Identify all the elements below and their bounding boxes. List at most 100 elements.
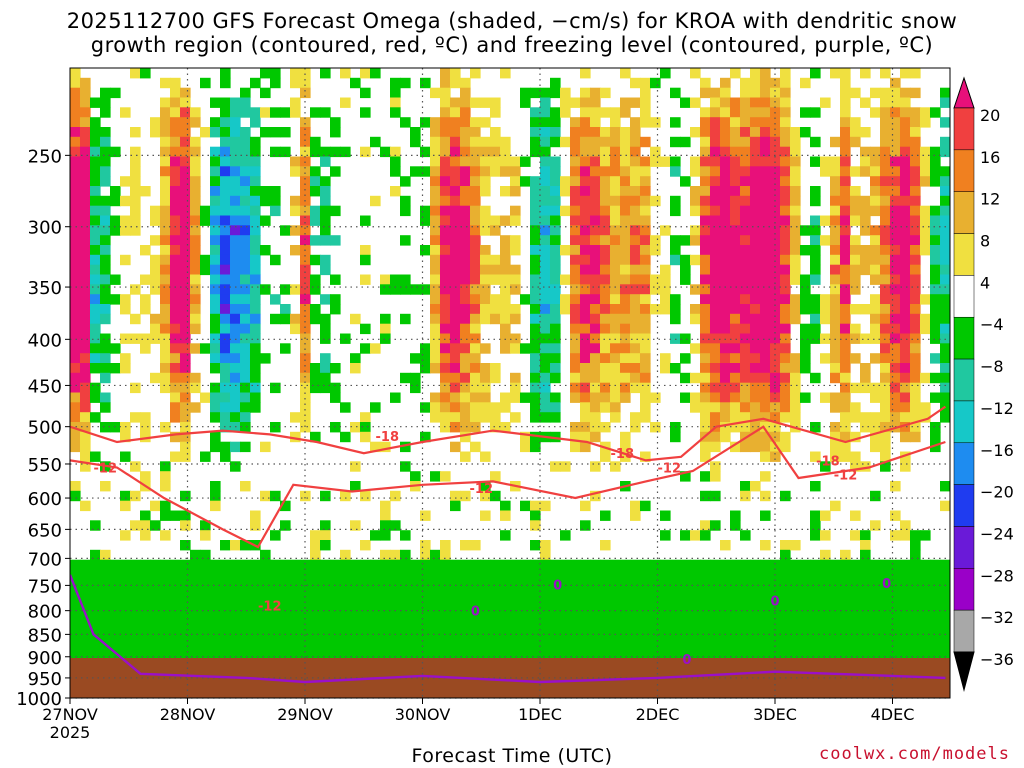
omega-cell [260, 579, 271, 590]
omega-cell [590, 274, 601, 285]
omega-cell [850, 136, 861, 148]
omega-cell [730, 245, 741, 256]
omega-cell [900, 333, 911, 344]
omega-cell [70, 363, 81, 374]
omega-cell [500, 618, 511, 630]
omega-cell [210, 156, 221, 167]
omega-cell [730, 372, 741, 384]
omega-cell [240, 166, 251, 177]
omega-cell [600, 343, 611, 354]
omega-cell [170, 333, 181, 344]
omega-cell [600, 559, 611, 571]
omega-cell [420, 638, 431, 649]
omega-cell [600, 618, 611, 630]
omega-cell [780, 599, 791, 610]
omega-cell [170, 431, 181, 443]
omega-cell [830, 254, 841, 266]
omega-cell [140, 274, 151, 285]
omega-cell [320, 599, 331, 610]
omega-cell [700, 608, 711, 620]
omega-cell [450, 77, 461, 89]
omega-cell [740, 579, 751, 590]
omega-cell [500, 304, 511, 315]
omega-cell [210, 559, 221, 571]
omega-cell [540, 156, 551, 167]
omega-cell [160, 127, 171, 138]
omega-cell [80, 215, 91, 226]
omega-cell [160, 618, 171, 630]
omega-cell [810, 520, 821, 531]
omega-cell [600, 569, 611, 580]
omega-cell [270, 638, 281, 649]
omega-cell [810, 68, 821, 79]
omega-cell [810, 156, 821, 167]
omega-cell [530, 245, 541, 256]
omega-cell [690, 235, 701, 246]
omega-cell [440, 540, 451, 551]
omega-cell [620, 589, 631, 600]
omega-cell [710, 136, 721, 148]
x-tick-label: 27NOV [42, 705, 98, 724]
omega-cell [710, 441, 721, 453]
omega-cell [890, 97, 901, 108]
omega-cell [630, 372, 641, 384]
omega-cell [180, 510, 191, 521]
omega-cell [860, 245, 871, 256]
omega-cell [940, 274, 950, 285]
omega-cell [290, 107, 301, 118]
omega-cell [790, 579, 801, 590]
omega-cell [480, 136, 491, 148]
omega-cell [830, 176, 841, 187]
omega-cell [580, 245, 591, 256]
omega-cell [480, 618, 491, 630]
omega-cell [90, 274, 101, 285]
omega-cell [450, 618, 461, 630]
omega-cell [900, 284, 911, 295]
omega-cell [790, 274, 801, 285]
omega-cell [900, 215, 911, 226]
omega-cell [450, 333, 461, 344]
omega-cell [390, 97, 401, 108]
omega-cell [710, 638, 721, 649]
omega-cell [850, 648, 861, 659]
omega-cell [300, 77, 311, 89]
omega-cell [400, 284, 411, 295]
omega-cell [580, 343, 591, 354]
omega-cell [780, 166, 791, 177]
omega-cell [870, 146, 881, 158]
omega-cell [910, 294, 921, 305]
omega-cell [510, 205, 521, 217]
omega-cell [160, 333, 171, 344]
omega-cell [900, 618, 911, 630]
omega-cell [910, 117, 921, 128]
omega-cell [170, 146, 181, 158]
omega-cell [720, 274, 731, 285]
omega-cell [560, 530, 571, 541]
omega-cell [860, 68, 871, 79]
omega-cell [710, 245, 721, 256]
omega-cell [710, 235, 721, 246]
colorbar-segment [953, 316, 975, 360]
omega-cell [570, 225, 581, 236]
omega-cell [760, 569, 771, 580]
omega-cell [420, 117, 431, 128]
omega-cell [210, 333, 221, 344]
omega-cell [380, 579, 391, 590]
omega-cell [880, 363, 891, 374]
omega-cell [110, 215, 121, 226]
omega-cell [230, 589, 241, 600]
omega-cell [190, 274, 201, 285]
omega-cell [440, 77, 451, 89]
omega-cell [750, 559, 761, 571]
omega-cell [230, 559, 241, 571]
omega-cell [860, 608, 871, 620]
omega-cell [160, 353, 171, 364]
omega-cell [890, 372, 901, 384]
omega-cell [230, 156, 241, 167]
omega-cell [220, 294, 231, 305]
omega-cell [160, 530, 171, 541]
omega-cell [470, 294, 481, 305]
omega-cell [650, 628, 661, 639]
omega-cell [80, 274, 91, 285]
omega-cell [750, 353, 761, 364]
